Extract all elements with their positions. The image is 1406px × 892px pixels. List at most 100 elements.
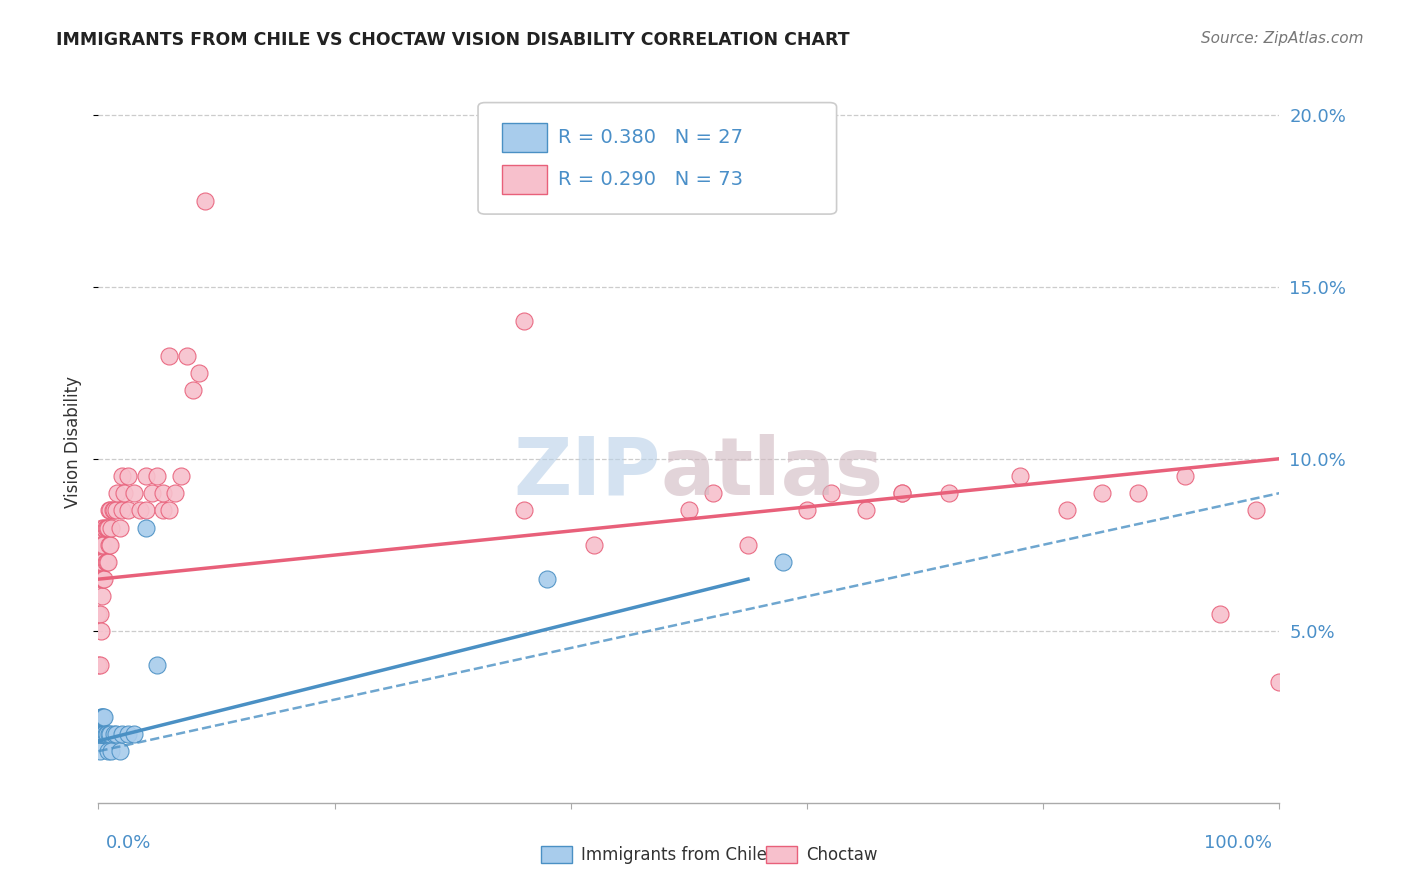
Point — [1268, 675, 1291, 690]
Text: Immigrants from Chile: Immigrants from Chile — [581, 846, 766, 863]
Point — [89, 555, 111, 569]
Point — [97, 555, 120, 569]
Point — [94, 727, 117, 741]
Point — [89, 658, 111, 673]
Point — [176, 349, 198, 363]
Point — [98, 503, 121, 517]
Point — [98, 538, 121, 552]
Point — [89, 607, 111, 621]
Point — [96, 520, 118, 534]
Point — [820, 486, 842, 500]
Point — [94, 520, 117, 534]
Point — [122, 727, 145, 741]
Point — [103, 727, 125, 741]
Point — [91, 710, 114, 724]
Point — [512, 314, 534, 328]
Point — [111, 503, 134, 517]
Point — [87, 607, 110, 621]
Text: 100.0%: 100.0% — [1205, 834, 1272, 852]
Point — [91, 572, 114, 586]
Point — [1126, 486, 1149, 500]
Point — [796, 503, 818, 517]
Text: atlas: atlas — [661, 434, 884, 512]
Point — [103, 503, 125, 517]
Text: IMMIGRANTS FROM CHILE VS CHOCTAW VISION DISABILITY CORRELATION CHART: IMMIGRANTS FROM CHILE VS CHOCTAW VISION … — [56, 31, 849, 49]
Point — [170, 469, 193, 483]
Point — [737, 538, 759, 552]
Point — [90, 624, 112, 638]
Point — [90, 572, 112, 586]
Point — [938, 486, 960, 500]
Text: ZIP: ZIP — [513, 434, 661, 512]
Point — [536, 572, 558, 586]
Point — [97, 520, 120, 534]
Point — [89, 727, 111, 741]
Point — [98, 538, 121, 552]
Point — [87, 658, 110, 673]
Point — [855, 503, 877, 517]
Point — [181, 383, 204, 397]
Point — [91, 710, 114, 724]
Point — [91, 555, 114, 569]
Point — [512, 503, 534, 517]
Point — [100, 520, 122, 534]
Point — [122, 486, 145, 500]
Point — [90, 727, 112, 741]
Point — [94, 555, 117, 569]
Point — [117, 727, 139, 741]
Point — [117, 469, 139, 483]
Point — [194, 194, 217, 208]
Point — [117, 503, 139, 517]
Point — [93, 520, 115, 534]
Point — [93, 710, 115, 724]
Point — [583, 538, 606, 552]
Point — [93, 727, 115, 741]
Point — [157, 503, 180, 517]
Point — [98, 727, 121, 741]
Point — [112, 486, 135, 500]
Point — [146, 469, 169, 483]
Text: R = 0.290   N = 73: R = 0.290 N = 73 — [558, 169, 744, 189]
Point — [101, 503, 124, 517]
Point — [91, 590, 114, 604]
Text: Choctaw: Choctaw — [806, 846, 877, 863]
Point — [96, 555, 118, 569]
Point — [187, 366, 209, 380]
Text: 0.0%: 0.0% — [105, 834, 150, 852]
Point — [890, 486, 912, 500]
Text: R = 0.380   N = 27: R = 0.380 N = 27 — [558, 128, 744, 147]
Point — [1244, 503, 1267, 517]
Point — [105, 503, 128, 517]
Point — [87, 727, 110, 741]
Point — [146, 658, 169, 673]
Point — [1008, 469, 1031, 483]
Point — [890, 486, 912, 500]
Point — [93, 572, 115, 586]
Point — [111, 469, 134, 483]
Point — [1091, 486, 1114, 500]
Point — [91, 727, 114, 741]
Point — [91, 727, 114, 741]
Point — [135, 469, 157, 483]
Point — [157, 349, 180, 363]
Point — [105, 727, 128, 741]
Point — [135, 503, 157, 517]
Point — [111, 727, 134, 741]
Point — [135, 520, 157, 534]
Point — [108, 744, 131, 758]
Y-axis label: Vision Disability: Vision Disability — [65, 376, 83, 508]
Point — [87, 555, 110, 569]
Point — [152, 486, 174, 500]
Point — [1209, 607, 1232, 621]
Point — [96, 727, 118, 741]
Point — [105, 486, 128, 500]
Point — [89, 744, 111, 758]
Point — [1174, 469, 1197, 483]
Point — [165, 486, 187, 500]
Point — [91, 520, 114, 534]
Point — [90, 710, 112, 724]
Point — [141, 486, 163, 500]
Point — [91, 538, 114, 552]
Point — [702, 486, 724, 500]
Point — [98, 503, 121, 517]
